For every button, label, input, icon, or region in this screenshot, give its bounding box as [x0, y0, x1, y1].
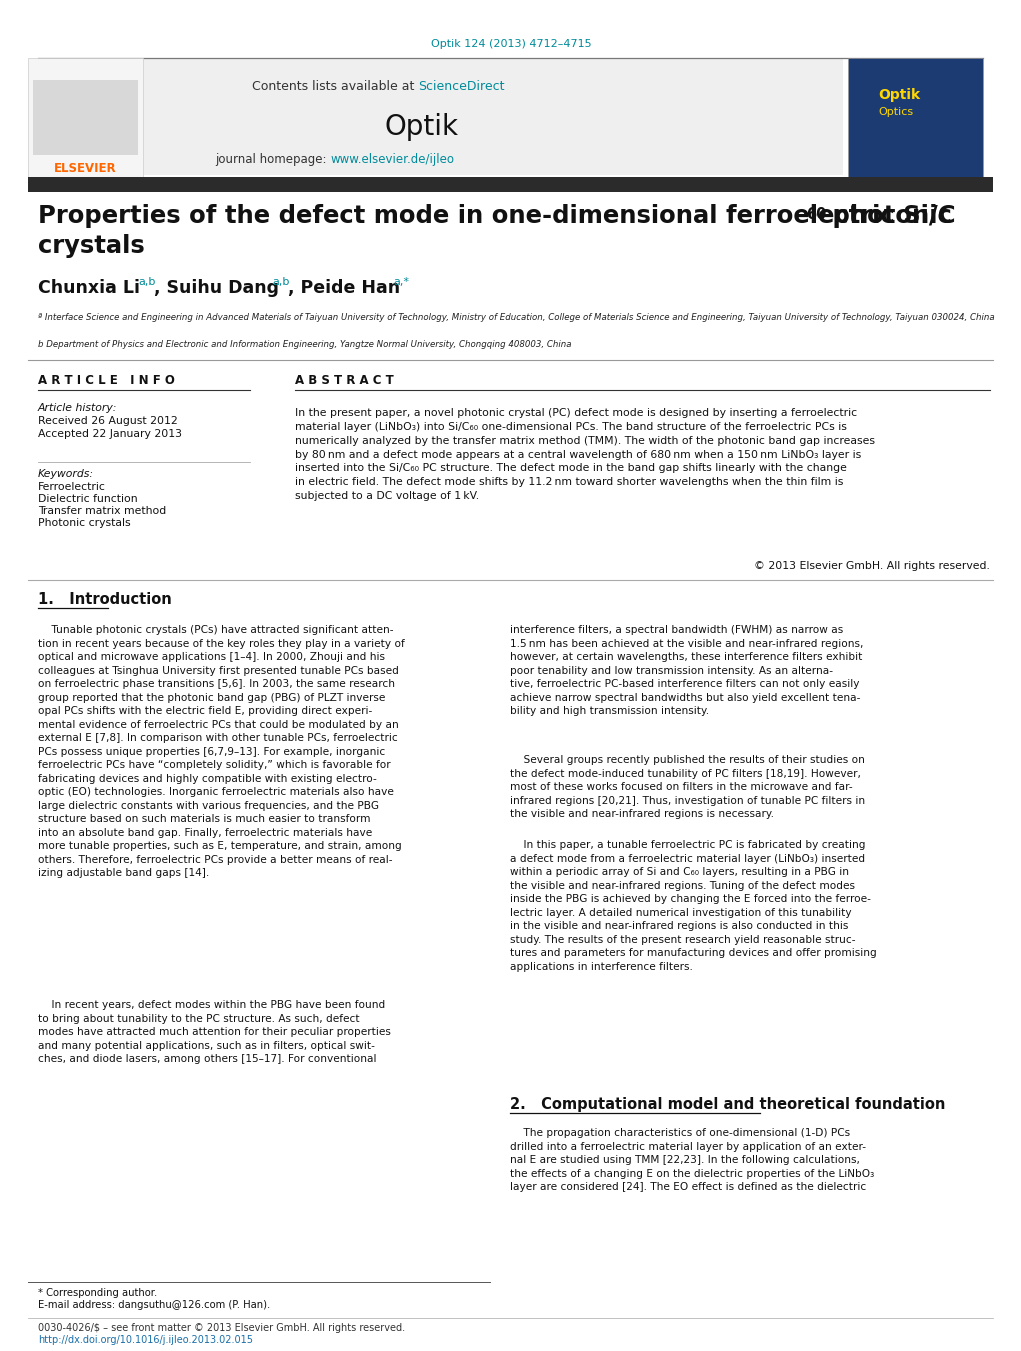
Bar [33, 80, 138, 155]
Text: In the present paper, a novel photonic crystal (PC) defect mode is designed by i: In the present paper, a novel photonic c… [295, 408, 875, 501]
Text: E-mail address: dangsuthu@126.com (P. Han).: E-mail address: dangsuthu@126.com (P. Ha… [38, 1300, 271, 1310]
Text: http://dx.doi.org/10.1016/j.ijleo.2013.02.015: http://dx.doi.org/10.1016/j.ijleo.2013.0… [38, 1335, 253, 1346]
Text: A R T I C L E   I N F O: A R T I C L E I N F O [38, 373, 175, 386]
Text: www.elsevier.de/ijleo: www.elsevier.de/ijleo [330, 154, 454, 166]
Text: Several groups recently published the results of their studies on
the defect mod: Several groups recently published the re… [510, 755, 865, 819]
Text: The propagation characteristics of one-dimensional (1-D) PCs
drilled into a ferr: The propagation characteristics of one-d… [510, 1128, 874, 1192]
Text: photonic: photonic [824, 204, 952, 228]
Bar [28, 58, 143, 178]
Bar [60, 58, 843, 176]
Text: a,b: a,b [138, 277, 155, 286]
Text: ScienceDirect: ScienceDirect [418, 80, 504, 92]
Text: In recent years, defect modes within the PBG have been found
to bring about tuna: In recent years, defect modes within the… [38, 1000, 391, 1065]
Text: Optik: Optik [878, 88, 920, 101]
Text: 2.   Computational model and theoretical foundation: 2. Computational model and theoretical f… [510, 1097, 945, 1112]
Text: ELSEVIER: ELSEVIER [54, 162, 116, 174]
Text: interference filters, a spectral bandwidth (FWHM) as narrow as
1.5 nm has been a: interference filters, a spectral bandwid… [510, 626, 864, 716]
Text: 1.   Introduction: 1. Introduction [38, 593, 172, 608]
Text: a,b: a,b [272, 277, 289, 286]
Text: Optik: Optik [384, 113, 458, 141]
Text: © 2013 Elsevier GmbH. All rights reserved.: © 2013 Elsevier GmbH. All rights reserve… [755, 561, 990, 571]
Text: Transfer matrix method: Transfer matrix method [38, 507, 166, 516]
Text: Keywords:: Keywords: [38, 469, 94, 480]
Text: Accepted 22 January 2013: Accepted 22 January 2013 [38, 430, 182, 439]
Text: Dielectric function: Dielectric function [38, 494, 138, 504]
Text: a,*: a,* [393, 277, 409, 286]
Bar [28, 177, 993, 192]
Text: In this paper, a tunable ferroelectric PC is fabricated by creating
a defect mod: In this paper, a tunable ferroelectric P… [510, 840, 877, 971]
Text: Optics: Optics [878, 107, 913, 118]
Text: Article history:: Article history: [38, 403, 117, 413]
Text: * Corresponding author.: * Corresponding author. [38, 1288, 157, 1298]
Text: b Department of Physics and Electronic and Information Engineering, Yangtze Norm: b Department of Physics and Electronic a… [38, 340, 572, 349]
Text: 60: 60 [806, 207, 826, 222]
Text: Optik 124 (2013) 4712–4715: Optik 124 (2013) 4712–4715 [431, 39, 591, 49]
Text: Received 26 August 2012: Received 26 August 2012 [38, 416, 178, 426]
Text: Properties of the defect mode in one-dimensional ferroelectric Si/C: Properties of the defect mode in one-dim… [38, 204, 956, 228]
Bar [848, 58, 983, 178]
Text: A B S T R A C T: A B S T R A C T [295, 373, 394, 386]
Text: Ferroelectric: Ferroelectric [38, 482, 106, 492]
Text: Tunable photonic crystals (PCs) have attracted significant atten-
tion in recent: Tunable photonic crystals (PCs) have att… [38, 626, 404, 878]
Text: Chunxia Li: Chunxia Li [38, 280, 140, 297]
Text: journal homepage:: journal homepage: [214, 154, 330, 166]
Text: , Peide Han: , Peide Han [288, 280, 400, 297]
Text: crystals: crystals [38, 234, 145, 258]
Text: , Suihu Dang: , Suihu Dang [154, 280, 279, 297]
Text: Contents lists available at: Contents lists available at [251, 80, 418, 92]
Text: ª Interface Science and Engineering in Advanced Materials of Taiyuan University : ª Interface Science and Engineering in A… [38, 313, 994, 322]
Text: Photonic crystals: Photonic crystals [38, 517, 131, 528]
Text: 0030-4026/$ – see front matter © 2013 Elsevier GmbH. All rights reserved.: 0030-4026/$ – see front matter © 2013 El… [38, 1323, 405, 1333]
